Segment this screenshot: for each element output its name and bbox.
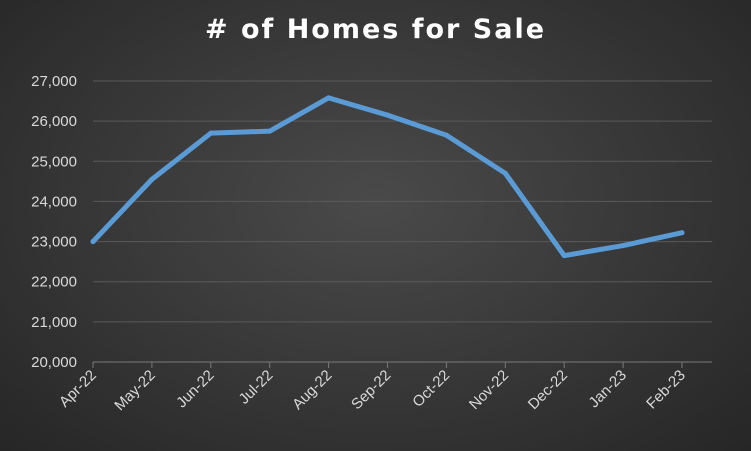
data-point	[561, 253, 567, 259]
x-tick-label: Feb-23	[643, 367, 689, 413]
data-point	[385, 112, 390, 118]
y-tick-label: 22,000	[31, 274, 77, 291]
y-tick-label: 21,000	[31, 314, 77, 331]
x-tick-label: Jun-22	[173, 367, 217, 411]
y-tick-label: 20,000	[31, 354, 77, 371]
data-point	[267, 128, 273, 134]
chart-title: # of Homes for Sale	[204, 14, 547, 45]
y-tick-label: 23,000	[31, 234, 77, 251]
x-tick-label: Nov-22	[466, 367, 512, 413]
data-point	[443, 132, 449, 138]
gridlines	[93, 80, 712, 323]
series-layer	[90, 95, 685, 259]
data-point	[620, 243, 626, 249]
data-point	[679, 230, 685, 236]
y-tick-label: 25,000	[31, 153, 77, 170]
x-tick-label: Sep-22	[348, 367, 394, 413]
x-tick-label: Aug-22	[289, 367, 335, 413]
data-point	[208, 130, 214, 136]
x-tick-label: May-22	[111, 367, 158, 414]
data-point	[149, 176, 155, 182]
x-tick-label: Apr-22	[56, 367, 100, 411]
x-tick-label: Jul-22	[236, 367, 277, 408]
data-point	[326, 95, 332, 101]
data-point	[502, 170, 508, 176]
y-axis: 20,000 21,000 22,000 23,000 24,000 25,000 26,0…	[31, 73, 77, 371]
x-tick-label: Jan-23	[585, 367, 629, 411]
data-point	[90, 239, 96, 245]
x-axis: Apr-22 May-22 Jun-22 Jul-22 Aug-22 Sep-22 Oct-…	[56, 361, 712, 414]
y-tick-label: 27,000	[31, 73, 77, 90]
y-tick-label: 24,000	[31, 193, 77, 210]
y-tick-label: 26,000	[31, 113, 77, 130]
x-tick-label: Dec-22	[525, 367, 571, 413]
x-tick-label: Oct-22	[409, 367, 453, 411]
